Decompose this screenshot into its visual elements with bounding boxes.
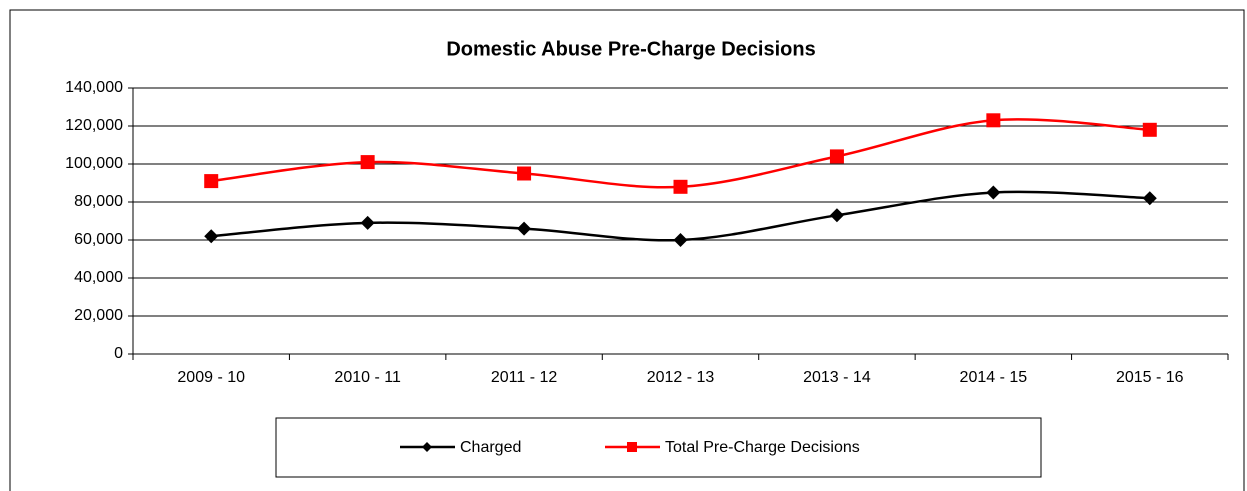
y-tick-label: 140,000 <box>65 79 123 96</box>
marker <box>986 113 1001 128</box>
marker <box>829 208 844 223</box>
marker <box>204 174 219 189</box>
y-tick-label: 20,000 <box>74 307 123 324</box>
marker <box>360 215 375 230</box>
x-tick-label: 2012 - 13 <box>647 369 715 386</box>
x-tick-label: 2011 - 12 <box>491 369 558 386</box>
marker <box>673 179 688 194</box>
y-tick-label: 60,000 <box>74 231 123 248</box>
marker <box>517 166 532 181</box>
legend-label: Total Pre-Charge Decisions <box>665 439 860 456</box>
marker <box>673 233 688 247</box>
series-line <box>211 118 1150 189</box>
marker <box>1142 191 1157 206</box>
marker <box>829 149 844 164</box>
y-tick-label: 80,000 <box>74 193 123 210</box>
x-tick-label: 2014 - 15 <box>960 369 1028 386</box>
y-tick-label: 120,000 <box>65 117 123 134</box>
marker <box>1142 122 1157 137</box>
y-tick-label: 100,000 <box>65 155 123 172</box>
y-tick-label: 40,000 <box>74 269 123 286</box>
x-tick-label: 2013 - 14 <box>803 369 871 386</box>
y-tick-label: 0 <box>114 345 123 362</box>
marker <box>517 221 532 236</box>
marker <box>986 185 1001 200</box>
marker <box>422 442 432 452</box>
marker <box>627 442 637 452</box>
chart-frame <box>9 9 1245 491</box>
chart-title: Domestic Abuse Pre-Charge Decisions <box>446 38 815 60</box>
x-tick-label: 2009 - 10 <box>177 369 245 386</box>
legend-label: Charged <box>460 439 521 456</box>
x-tick-label: 2015 - 16 <box>1116 369 1184 386</box>
x-tick-label: 2010 - 11 <box>334 369 401 386</box>
marker <box>360 155 375 170</box>
marker <box>204 229 219 244</box>
